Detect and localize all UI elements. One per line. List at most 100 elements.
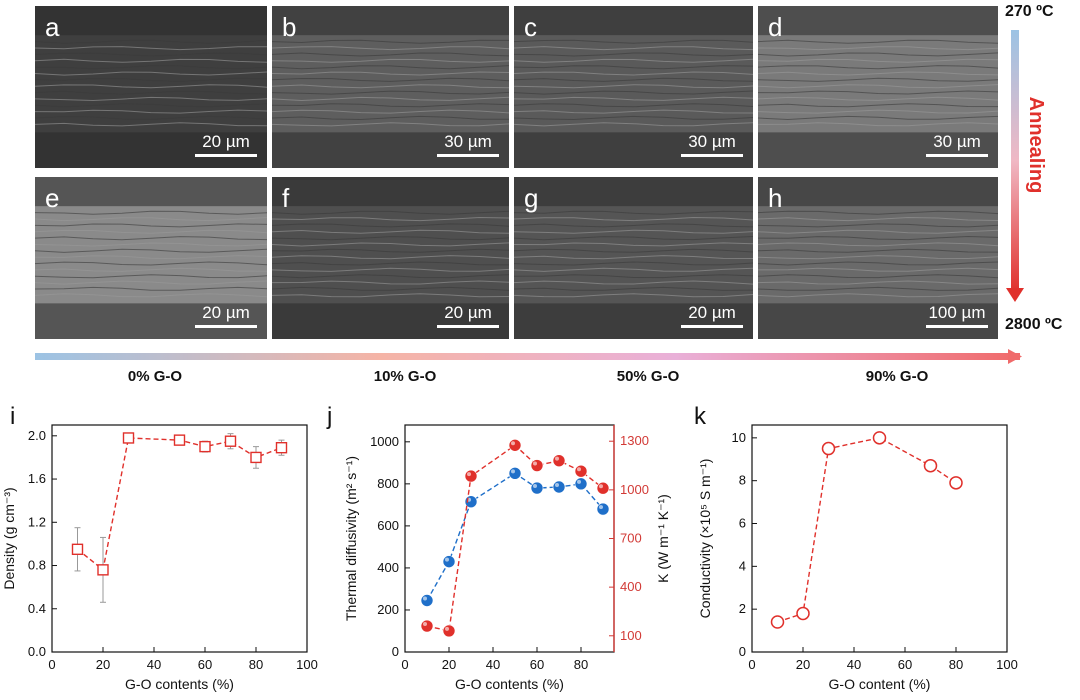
y-tick-label: 1.6 — [28, 471, 46, 486]
data-point — [530, 481, 544, 495]
y-tick-label: 10 — [732, 430, 746, 445]
y-right-axis-label: K (W m⁻¹ K⁻¹) — [655, 494, 671, 583]
chart-panel-letter: j — [326, 403, 332, 430]
data-point — [552, 480, 566, 494]
x-tick-label: 80 — [949, 657, 963, 672]
data-point — [574, 464, 588, 478]
x-tick-label: 100 — [296, 657, 318, 672]
plot-frame — [51, 424, 308, 653]
data-point — [574, 477, 588, 491]
data-point — [596, 502, 610, 516]
scale-label: 100 µm — [928, 303, 985, 322]
y-right-tick-label: 100 — [620, 628, 642, 643]
data-point — [508, 467, 522, 480]
sem-panel-c: c 30 µm — [513, 6, 754, 168]
sem-panel-letter: b — [282, 12, 296, 42]
sem-panel-letter: g — [524, 183, 538, 213]
annealing-arrow: 270 ºC 2800 ºC Annealing — [1005, 3, 1063, 333]
y-tick-label: 6 — [739, 516, 746, 531]
x-tick-label: 40 — [147, 657, 161, 672]
scale-bar — [437, 154, 499, 157]
sem-panel-b: b 30 µm — [271, 6, 510, 168]
y-tick-label: 2 — [739, 601, 746, 616]
x-axis-label: G-O contents (%) — [455, 676, 564, 692]
scale-bar — [926, 325, 988, 328]
data-point — [420, 619, 434, 633]
watermark-text: 大数跨境 — [36, 677, 88, 692]
y-tick-label: 600 — [377, 518, 399, 533]
data-point — [250, 451, 262, 464]
x-tick-label: 60 — [198, 657, 212, 672]
data-point — [923, 458, 938, 473]
y-right-tick-label: 1000 — [620, 482, 649, 497]
y-tick-label: 8 — [739, 473, 746, 488]
data-point — [596, 481, 610, 495]
scale-bar — [195, 154, 257, 157]
data-point — [199, 440, 211, 453]
x-tick-label: 40 — [486, 657, 500, 672]
y-tick-label: 0.4 — [28, 601, 46, 616]
scale-label: 30 µm — [444, 132, 492, 151]
sem-panel-e: e 20 µm — [34, 177, 268, 339]
x-axis-label: G-O content (%) — [829, 676, 931, 692]
sem-panel-letter: h — [768, 183, 782, 213]
sem-image-grid: a 20 µm b 30 µm c 30 µm d 30 µm e 20 µm f 20 µm g 20 … — [34, 6, 999, 339]
data-point — [530, 459, 544, 472]
x-tick-label: 60 — [530, 657, 544, 672]
x-tick-label: 60 — [898, 657, 912, 672]
x-tick-label: 0 — [748, 657, 755, 672]
y-right-tick-label: 400 — [620, 579, 642, 594]
go-label-10: 10% G-O — [374, 368, 437, 385]
data-point — [122, 432, 135, 444]
data-point — [275, 442, 288, 454]
y-tick-label: 200 — [377, 602, 399, 617]
go-label-50: 50% G-O — [617, 368, 680, 385]
data-point — [821, 441, 836, 456]
data-point — [949, 476, 963, 490]
x-tick-label: 0 — [401, 657, 408, 672]
chart-thermal: 0 20 40 60 800200400600800100010040070010001… — [326, 403, 671, 692]
y-right-tick-label: 700 — [620, 531, 642, 546]
data-point — [464, 469, 478, 483]
sem-panel-letter: f — [282, 183, 290, 213]
chart-panel-letter: k — [694, 403, 707, 430]
data-point — [796, 606, 810, 621]
data-point — [173, 434, 186, 446]
y-tick-label: 2.0 — [28, 428, 46, 443]
go-label-0: 0% G-O — [128, 368, 183, 385]
x-tick-label: 80 — [249, 657, 263, 672]
sem-panel-letter: c — [524, 12, 537, 42]
watermark-logo-icon — [12, 673, 32, 693]
sem-panel-letter: e — [45, 183, 59, 213]
x-tick-label: 100 — [996, 657, 1018, 672]
chart-density: 0 20 40 60 80 100 0.0 0.4 0.8 1.2 1.6 2.0 i G-O conte… — [1, 403, 318, 692]
x-tick-label: 40 — [847, 657, 861, 672]
y-tick-label: 1000 — [370, 434, 399, 449]
data-point — [508, 438, 522, 452]
y-tick-label: 0.0 — [28, 644, 46, 659]
top-temperature: 270 ºC — [1005, 3, 1054, 20]
sem-panel-h: h 100 µm — [757, 177, 999, 339]
scale-label: 30 µm — [933, 132, 981, 151]
y-tick-label: 0 — [392, 644, 399, 659]
y-tick-label: 0.8 — [28, 558, 46, 573]
sem-panel-letter: d — [768, 12, 782, 42]
go-label-90: 90% G-O — [866, 368, 929, 385]
scale-label: 20 µm — [202, 132, 250, 151]
chart-panel-letter: i — [10, 403, 15, 430]
plot-frame — [751, 424, 1008, 653]
chart-conductivity: 0 20 40 60 80 100 0 2 4 6 8 10 k G-O content (%) Condu… — [694, 403, 1018, 692]
data-point — [442, 624, 456, 638]
data-point — [420, 594, 434, 607]
x-tick-label: 20 — [96, 657, 110, 672]
series-line — [426, 472, 604, 601]
series-line — [777, 437, 957, 623]
scale-label: 20 µm — [688, 303, 736, 322]
sem-panel-letter: a — [45, 12, 60, 42]
data-point — [71, 543, 84, 556]
annealing-label: Annealing — [1025, 97, 1047, 194]
watermark: 大数跨境 — [12, 673, 88, 693]
y-tick-label: 0 — [739, 644, 746, 659]
data-point — [552, 454, 566, 467]
scale-label: 20 µm — [444, 303, 492, 322]
